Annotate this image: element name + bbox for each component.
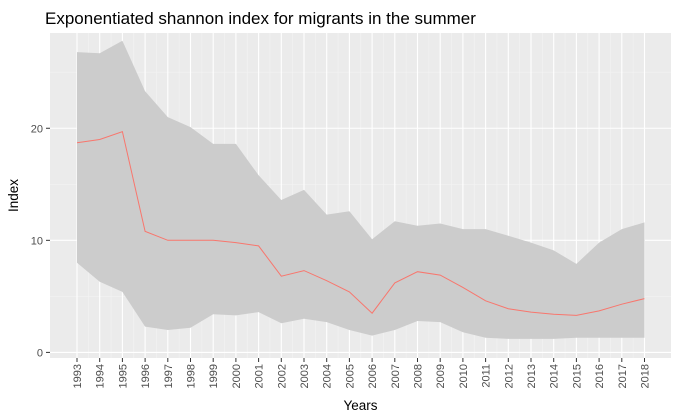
y-axis: 0 10 20 [31, 123, 50, 359]
x-tick-label: 1999 [208, 364, 220, 388]
x-tick-label: 2012 [503, 364, 515, 388]
x-tick-label: 2010 [458, 364, 470, 388]
x-tick-label: 1994 [95, 364, 107, 388]
y-tick-label: 0 [37, 347, 43, 359]
chart-title: Exponentiated shannon index for migrants… [45, 9, 476, 28]
x-tick-label: 1993 [72, 364, 84, 388]
x-tick-label: 2018 [640, 364, 652, 388]
x-tick-label: 2002 [276, 364, 288, 388]
x-tick-label: 2013 [526, 364, 538, 388]
y-axis-title: Index [6, 179, 21, 212]
x-tick-label: 1995 [117, 364, 129, 388]
x-tick-label: 1996 [140, 364, 152, 388]
x-tick-label: 2005 [344, 364, 356, 388]
x-tick-label: 2016 [594, 364, 606, 388]
confidence-ribbon [77, 40, 645, 339]
x-axis-title: Years [343, 398, 377, 413]
x-tick-label: 2006 [367, 364, 379, 388]
x-tick-label: 2009 [435, 364, 447, 388]
x-tick-label: 2014 [549, 364, 561, 388]
x-tick-label: 2011 [481, 364, 493, 388]
x-tick-label: 1998 [186, 364, 198, 388]
series-line [76, 130, 645, 316]
x-tick-label: 2015 [571, 364, 583, 388]
x-tick-label: 2003 [299, 364, 311, 388]
x-tick-label: 2000 [231, 364, 243, 388]
y-tick-label: 20 [31, 123, 43, 135]
x-axis: 1993 1994 1995 1996 1997 1998 1999 2000 2001 2002… [72, 358, 652, 388]
x-tick-label: 1997 [163, 364, 175, 388]
x-tick-label: 2008 [413, 364, 425, 388]
x-tick-label: 2007 [390, 364, 402, 388]
x-tick-label: 2001 [254, 364, 266, 388]
x-tick-label: 2004 [322, 364, 334, 388]
y-tick-label: 10 [31, 235, 43, 247]
line-layer [76, 130, 645, 316]
ribbon-layer [77, 40, 645, 339]
x-tick-label: 2017 [617, 364, 629, 388]
